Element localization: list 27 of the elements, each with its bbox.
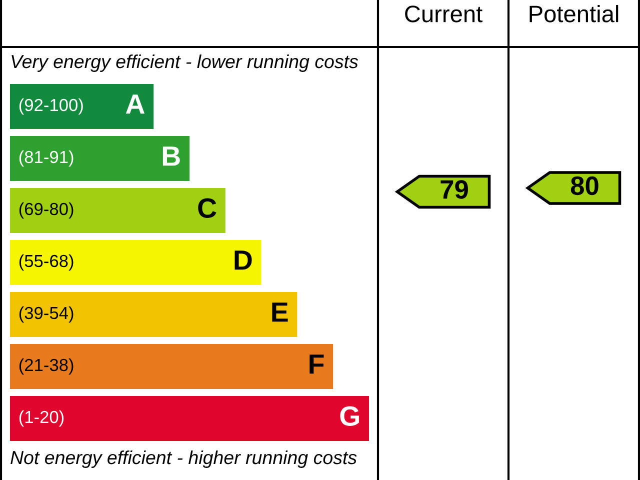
- annotation: B: [162, 146, 180, 166]
- annotation: F: [310, 354, 324, 374]
- bar: [10, 344, 334, 389]
- annotation: Not energy efficient - higher running costs: [10, 450, 357, 468]
- bar: [10, 240, 262, 285]
- data-label: 79: [440, 180, 468, 199]
- annotation: D: [234, 250, 252, 270]
- bar: [10, 292, 298, 337]
- y-tick-label: (69-80): [19, 202, 74, 219]
- annotation: G: [340, 406, 359, 426]
- y-tick-label: (81-91): [19, 150, 74, 167]
- y-tick-label: (1-20): [19, 410, 64, 427]
- annotation: E: [272, 302, 288, 322]
- text: Very energy efficient - lower running costs: [12, 54, 358, 72]
- y-tick-label: (21-38): [19, 358, 74, 375]
- bar: [10, 136, 190, 181]
- bar: [10, 396, 369, 441]
- category-label: Potential: [530, 4, 618, 22]
- bar: [10, 188, 226, 233]
- annotation: A: [126, 94, 145, 114]
- y-tick-label: (39-54): [19, 306, 74, 323]
- y-tick-label: (92-100): [19, 98, 83, 115]
- annotation: C: [198, 198, 216, 218]
- category-label: Current: [405, 6, 482, 22]
- y-tick-label: (55-68): [19, 254, 74, 271]
- bar: [10, 84, 154, 129]
- data-label: 80: [570, 176, 598, 196]
